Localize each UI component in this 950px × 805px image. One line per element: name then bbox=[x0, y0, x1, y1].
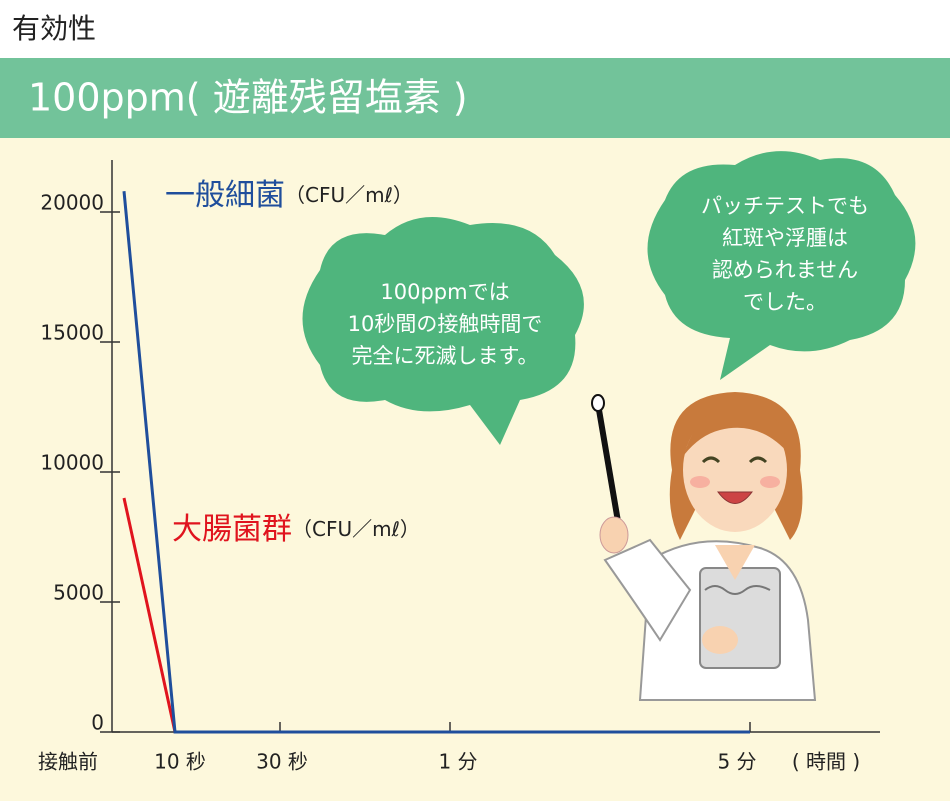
series-line bbox=[122, 191, 750, 734]
series-label: 大腸菌群（CFU／mℓ） bbox=[172, 512, 420, 547]
annotation: 100ppmでは bbox=[380, 280, 509, 304]
x-tick-label: 接触前 bbox=[38, 750, 98, 774]
annotation: 10秒間の接触時間で bbox=[348, 312, 543, 336]
annotation: 完全に死滅します。 bbox=[352, 344, 539, 368]
speech-bubble bbox=[302, 217, 584, 445]
series-unit: （CFU／mℓ） bbox=[285, 183, 413, 207]
bubbles bbox=[302, 151, 916, 445]
y-tick-label: 15000 bbox=[40, 321, 104, 345]
annotation: パッチテストでも bbox=[701, 194, 869, 218]
page-title: 有効性 bbox=[12, 12, 96, 45]
series-unit: （CFU／mℓ） bbox=[292, 517, 420, 541]
x-axis-label: ( 時間 ) bbox=[792, 750, 860, 774]
y-tick-label: 5000 bbox=[53, 581, 104, 605]
y-tick-label: 0 bbox=[91, 711, 104, 735]
illustration bbox=[591, 392, 817, 701]
x-tick-label: 5 分 bbox=[717, 750, 756, 774]
x-tick-label: 30 秒 bbox=[256, 750, 308, 774]
speech-bubble bbox=[647, 151, 916, 380]
y-tick-label: 10000 bbox=[40, 451, 104, 475]
series-label: 一般細菌（CFU／mℓ） bbox=[165, 178, 413, 213]
x-tick-label: 10 秒 bbox=[154, 750, 206, 774]
y-tick-label: 20000 bbox=[40, 191, 104, 215]
annotation: 認められません bbox=[712, 258, 858, 282]
annotation: でした。 bbox=[743, 290, 827, 314]
series-name: 大腸菌群 bbox=[172, 512, 292, 547]
chart-title: 100ppm( 遊離残留塩素 ) bbox=[28, 76, 468, 120]
series-name: 一般細菌 bbox=[165, 178, 285, 213]
x-tick-label: 1 分 bbox=[438, 750, 477, 774]
annotation: 紅斑や浮腫は bbox=[722, 226, 848, 250]
title-band bbox=[0, 58, 950, 138]
